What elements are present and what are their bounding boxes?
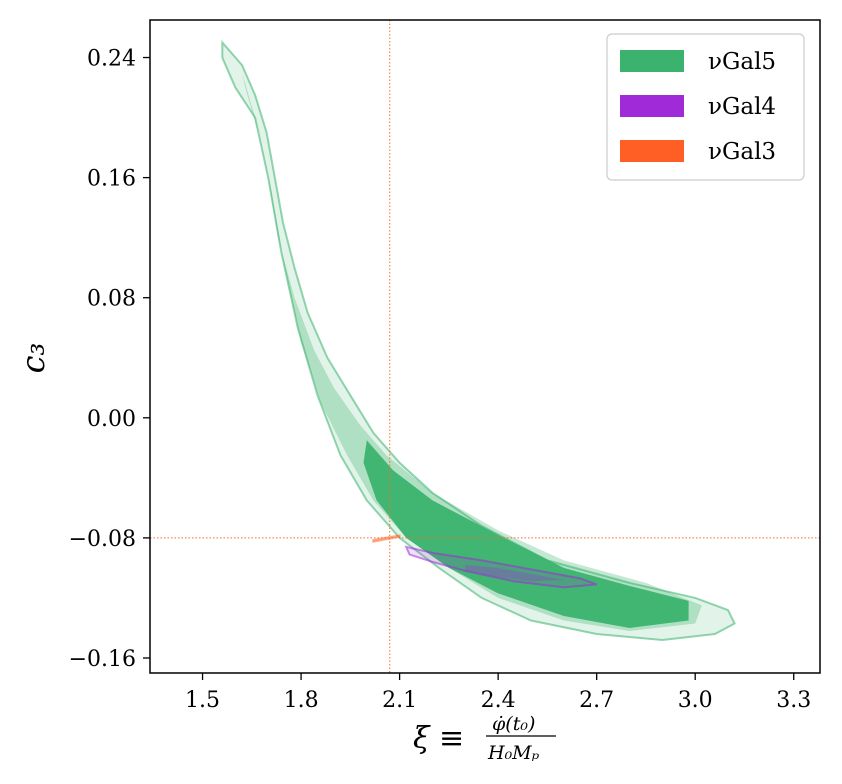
x-axis-label-numerator: φ̇(t₀) xyxy=(492,713,535,735)
y-tick-label: −0.16 xyxy=(69,647,136,672)
x-tick-label: 2.7 xyxy=(579,688,614,713)
x-axis-label: ξ ≡ xyxy=(413,721,464,756)
y-axis-label: c₃ xyxy=(14,343,52,374)
x-tick-label: 3.3 xyxy=(776,688,811,713)
x-tick-label: 2.1 xyxy=(382,688,417,713)
contour-95-series-1 xyxy=(404,545,598,589)
plot-frame xyxy=(149,19,821,674)
contour-core-series-0 xyxy=(363,440,689,628)
contour-95-series-2 xyxy=(372,534,401,543)
x-tick-label: 2.4 xyxy=(481,688,516,713)
x-tick-label: 3.0 xyxy=(678,688,713,713)
x-axis-ticks: 1.5 1.8 2.1 2.4 2.7 3.0 3.3 xyxy=(185,673,811,713)
legend-label-gal5: νGal5 xyxy=(708,49,776,75)
legend-swatch-gal3 xyxy=(620,140,684,162)
y-tick-label: 0.08 xyxy=(87,287,136,312)
legend-swatch-gal4 xyxy=(620,95,684,117)
legend: νGal5 νGal4 νGal3 xyxy=(606,33,805,181)
reference-lines xyxy=(150,20,820,673)
contour-95-series-0 xyxy=(221,39,736,642)
legend-label-gal4: νGal4 xyxy=(708,94,776,120)
contour-68-series-1 xyxy=(465,564,564,582)
y-axis-ticks: 0.24 0.16 0.08 0.00 −0.08 −0.16 xyxy=(69,47,150,672)
y-tick-label: 0.00 xyxy=(87,407,136,432)
x-axis-label-denominator: H₀Mₚ xyxy=(487,742,540,764)
y-tick-label: −0.08 xyxy=(69,527,136,552)
legend-label-gal3: νGal3 xyxy=(708,139,776,165)
contours-layer xyxy=(221,39,736,642)
legend-swatch-gal5 xyxy=(620,50,684,72)
contour-68-series-0 xyxy=(242,72,702,631)
y-tick-label: 0.16 xyxy=(87,167,136,192)
x-tick-label: 1.5 xyxy=(185,688,220,713)
x-tick-label: 1.8 xyxy=(284,688,319,713)
y-tick-label: 0.24 xyxy=(87,47,136,72)
